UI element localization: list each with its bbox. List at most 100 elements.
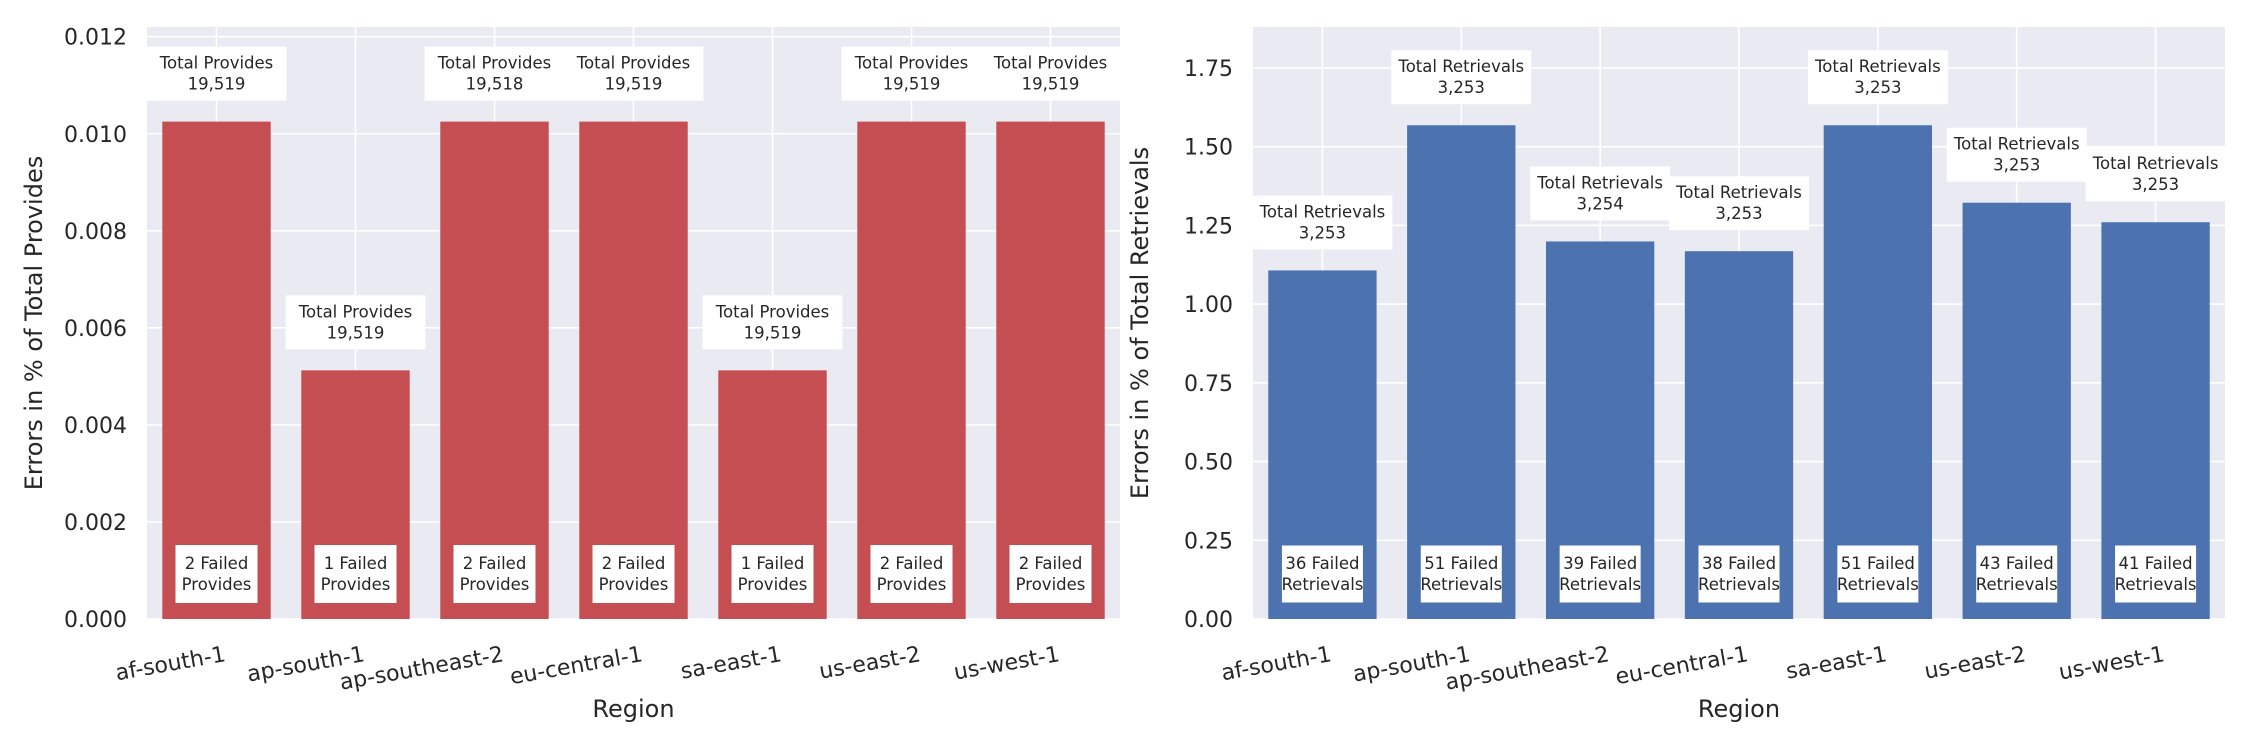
bar <box>1407 125 1516 619</box>
failed-label-box <box>1419 544 1503 604</box>
failed-label-kind: Provides <box>599 575 669 594</box>
total-label-title: Total Retrievals <box>1953 135 2080 154</box>
total-label-title: Total Provides <box>437 54 552 73</box>
total-label-title: Total Retrievals <box>1814 57 1941 76</box>
failed-label-box <box>2114 544 2198 604</box>
y-tick-label: 1.50 <box>1184 136 1233 161</box>
total-label-value: 3,254 <box>1577 194 1624 213</box>
failed-label-kind: Retrievals <box>1420 575 1502 594</box>
failed-label-box <box>731 545 814 603</box>
failed-label-box <box>175 545 258 603</box>
failed-label-count: 51 Failed <box>1841 554 1915 573</box>
x-tick-label: us-west-1 <box>2057 642 2167 685</box>
total-label-value: 19,519 <box>883 75 941 94</box>
total-label-title: Total Provides <box>854 54 969 73</box>
total-label-box <box>980 46 1121 101</box>
x-tick-label: us-west-1 <box>952 642 1062 685</box>
total-label-value: 3,253 <box>1854 78 1901 97</box>
failed-label-kind: Provides <box>1016 575 1086 594</box>
total-label-box <box>702 295 843 350</box>
total-label-title: Total Provides <box>159 54 274 73</box>
bar <box>579 121 688 619</box>
failed-label-kind: Retrievals <box>1559 575 1641 594</box>
failed-label-count: 39 Failed <box>1563 554 1637 573</box>
y-tick-label: 1.25 <box>1184 214 1233 239</box>
total-label-box <box>841 46 982 101</box>
x-tick-label: af-south-1 <box>114 642 228 686</box>
bar <box>1823 125 1933 619</box>
x-tick-label: us-east-2 <box>817 642 922 684</box>
failed-label-kind: Retrievals <box>1976 575 2058 594</box>
failed-label-box <box>592 545 675 603</box>
total-label-box <box>424 46 565 101</box>
total-label-value: 3,253 <box>2132 175 2179 194</box>
total-label-title: Total Provides <box>715 302 830 321</box>
failed-label-kind: Provides <box>877 575 947 594</box>
bar <box>162 121 271 619</box>
bar <box>440 121 549 619</box>
failed-label-box <box>1280 544 1364 604</box>
total-label-value: 19,518 <box>466 75 524 94</box>
x-tick-label: eu-central-1 <box>508 642 645 690</box>
total-label-box <box>2085 147 2226 202</box>
y-tick-label: 1.00 <box>1184 293 1233 318</box>
failed-label-kind: Provides <box>321 575 391 594</box>
x-tick-label: sa-east-1 <box>679 642 784 684</box>
failed-label-box <box>1009 545 1092 603</box>
failed-label-count: 36 Failed <box>1285 554 1359 573</box>
total-label-value: 3,253 <box>1299 223 1346 242</box>
failed-label-kind: Provides <box>738 575 808 594</box>
total-label-title: Total Retrievals <box>2092 154 2219 173</box>
y-tick-label: 0.00 <box>1184 608 1233 633</box>
failed-label-box <box>453 545 536 603</box>
total-label-title: Total Provides <box>993 54 1108 73</box>
failed-label-box <box>1558 544 1642 604</box>
total-label-value: 3,253 <box>1993 156 2040 175</box>
total-label-box <box>1669 176 1809 231</box>
failed-label-kind: Retrievals <box>2115 575 2197 594</box>
total-label-box <box>1530 166 1671 221</box>
bar <box>996 121 1105 619</box>
total-label-title: Total Provides <box>576 54 691 73</box>
total-label-box <box>285 295 426 350</box>
failed-label-kind: Provides <box>182 575 252 594</box>
failed-label-kind: Retrievals <box>1837 575 1919 594</box>
y-tick-label: 0.002 <box>64 511 127 536</box>
failed-label-count: 1 Failed <box>741 554 805 573</box>
chart-panel-1: 0.000 0.002 0.004 0.006 0.008 0.010 0.012 Total… <box>20 26 1121 723</box>
failed-label-count: 2 Failed <box>185 554 249 573</box>
failed-label-box <box>1697 544 1781 604</box>
y-tick-label: 0.010 <box>64 123 127 148</box>
chart-panel-2: 0.00 0.25 0.50 0.75 1.00 1.25 1.50 1.75 Total Re… <box>1126 27 2226 723</box>
failed-label-kind: Retrievals <box>1698 575 1780 594</box>
total-label-value: 19,519 <box>188 75 246 94</box>
failed-label-count: 2 Failed <box>1019 554 1083 573</box>
failed-label-count: 51 Failed <box>1424 554 1498 573</box>
failed-label-kind: Retrievals <box>1281 575 1363 594</box>
y-axis-label: Errors in % of Total Provides <box>20 156 48 490</box>
total-label-value: 3,253 <box>1438 78 1485 97</box>
total-label-title: Total Retrievals <box>1259 202 1386 221</box>
failed-label-box <box>1975 544 2059 604</box>
total-label-box <box>1252 195 1393 250</box>
total-label-value: 19,519 <box>605 75 663 94</box>
y-tick-label: 0.75 <box>1184 372 1233 397</box>
x-axis-label: Region <box>1698 695 1780 723</box>
x-tick-label: af-south-1 <box>1219 642 1333 686</box>
total-label-box <box>1807 50 1948 105</box>
total-label-title: Total Retrievals <box>1536 173 1663 192</box>
failed-label-count: 43 Failed <box>1980 554 2054 573</box>
x-tick-label: eu-central-1 <box>1614 642 1751 690</box>
y-tick-label: 0.006 <box>64 317 127 342</box>
y-tick-label: 0.008 <box>64 220 127 245</box>
total-label-value: 3,253 <box>1715 204 1762 223</box>
failed-label-count: 41 Failed <box>2119 554 2193 573</box>
failed-label-box <box>870 545 953 603</box>
failed-label-box <box>314 545 397 603</box>
failed-label-count: 2 Failed <box>463 554 527 573</box>
failed-label-count: 2 Failed <box>880 554 944 573</box>
total-label-title: Total Retrievals <box>1675 183 1802 202</box>
y-tick-label: 0.012 <box>64 26 127 51</box>
x-tick-label: us-east-2 <box>1923 642 2028 684</box>
